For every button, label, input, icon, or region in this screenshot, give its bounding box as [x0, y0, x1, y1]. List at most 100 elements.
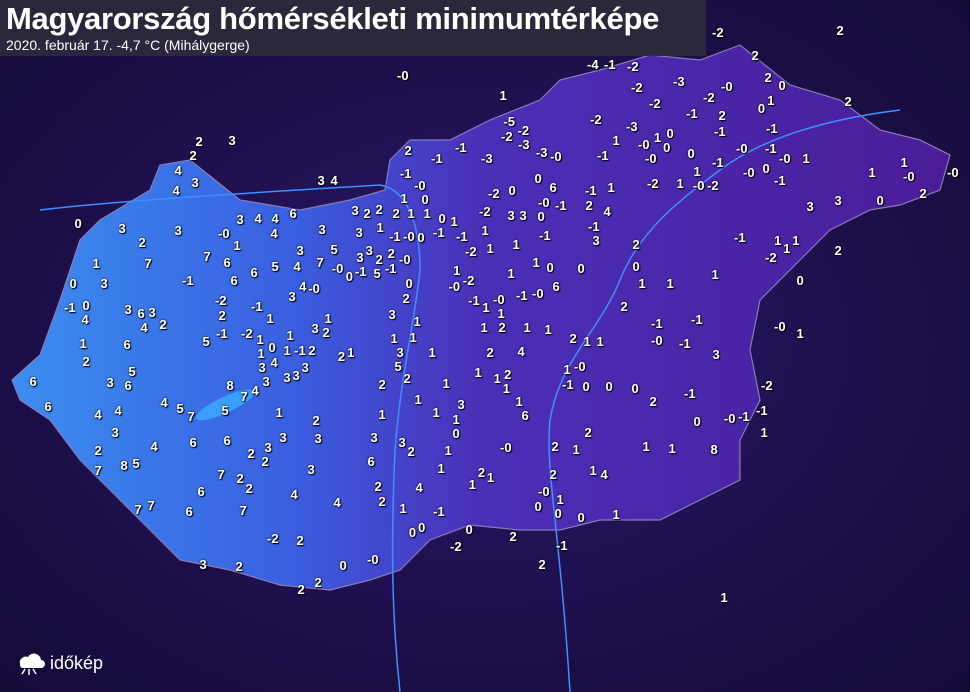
- temperature-label: 1: [596, 333, 604, 349]
- temperature-label: 1: [481, 222, 489, 238]
- temperature-label: 1: [400, 191, 408, 207]
- temperature-label: 0: [268, 339, 276, 355]
- temperature-label: 4: [517, 343, 525, 359]
- temperature-label: 4: [270, 225, 278, 241]
- temperature-label: 1: [266, 310, 274, 326]
- temperature-label: 1: [442, 375, 450, 391]
- temperature-label: 2: [378, 376, 386, 392]
- temperature-label: 8: [226, 377, 234, 393]
- temperature-label: -1: [539, 227, 551, 243]
- temperature-label: 6: [549, 180, 557, 196]
- temperature-label: 7: [239, 502, 247, 518]
- temperature-label: 1: [638, 275, 646, 291]
- temperature-label: 3: [355, 224, 363, 240]
- temperature-label: -2: [450, 538, 462, 554]
- temperature-label: 3: [296, 242, 304, 258]
- temperature-label: 2: [569, 330, 577, 346]
- temperature-label: 3: [258, 360, 266, 376]
- temperature-label: -0: [743, 164, 755, 180]
- temperature-label: 3: [279, 429, 287, 445]
- temperature-label: 1: [760, 424, 768, 440]
- temperature-label: 2: [620, 298, 628, 314]
- temperature-label: -1: [294, 342, 306, 358]
- temperature-label: 4: [174, 162, 182, 178]
- temperature-label: 6: [223, 254, 231, 270]
- temperature-label: 2: [314, 574, 322, 590]
- temperature-label: 0: [69, 275, 77, 291]
- temperature-label: -0: [947, 164, 959, 180]
- temperature-label: 6: [521, 408, 529, 424]
- temperature-label: -0: [692, 177, 705, 193]
- temperature-label: -3: [673, 73, 685, 89]
- temperature-label: 1: [423, 205, 431, 221]
- temperature-label: 4: [333, 494, 341, 510]
- temperature-label: -1: [399, 165, 412, 181]
- temperature-label: 2: [486, 344, 494, 360]
- temperature-label: 0: [408, 524, 417, 540]
- temperature-label: 1: [256, 332, 264, 348]
- temperature-label: -2: [241, 325, 253, 341]
- temperature-label: 1: [413, 313, 421, 329]
- temperature-label: 0: [577, 260, 585, 276]
- temperature-label: 2: [138, 234, 146, 250]
- temperature-label: 4: [114, 402, 122, 418]
- temperature-label: 1: [286, 327, 294, 343]
- temperature-label: 4: [271, 210, 279, 226]
- temperature-label: 1: [486, 469, 495, 485]
- temperature-label: 2: [94, 442, 102, 458]
- temperature-label: 0: [82, 297, 90, 313]
- temperature-label: 1: [802, 150, 810, 166]
- temperature-label: 1: [676, 175, 684, 191]
- temperature-label: -2: [712, 24, 724, 40]
- temperature-label: 1: [399, 500, 407, 516]
- temperature-label: -0: [218, 225, 230, 241]
- temperature-label: 1: [499, 87, 507, 103]
- temperature-label: 6: [44, 398, 52, 414]
- temperature-label: -0: [574, 358, 586, 374]
- temperature-label: 2: [308, 342, 316, 358]
- temperature-label: -2: [765, 249, 777, 265]
- temperature-label: 0: [452, 426, 460, 442]
- hungary-area: [11, 44, 951, 591]
- temperature-label: 7: [144, 255, 152, 271]
- temperature-label: 2: [404, 142, 412, 158]
- temperature-label: 2: [322, 325, 330, 341]
- temperature-label: 4: [293, 258, 301, 274]
- temperature-label: 2: [195, 133, 203, 149]
- temperature-label: -2: [590, 111, 602, 127]
- temperature-label: -0: [550, 148, 562, 164]
- temperature-label: 7: [147, 497, 155, 513]
- temperature-label: 3: [264, 439, 272, 455]
- temperature-label: -0: [399, 251, 411, 267]
- temperature-label: -1: [556, 537, 568, 553]
- temperature-label: -1: [684, 385, 696, 401]
- temperature-label: 6: [250, 264, 258, 280]
- temperature-label: 3: [356, 249, 364, 265]
- logo-text: időkép: [50, 652, 104, 673]
- temperature-label: 1: [233, 237, 241, 253]
- temperature-label: -0: [367, 551, 379, 567]
- temperature-label: -5: [503, 114, 515, 130]
- temperature-label: 0: [666, 125, 674, 141]
- temperature-label: -1: [585, 183, 597, 199]
- temperature-label: 1: [900, 154, 908, 170]
- temperature-label: 6: [137, 305, 145, 321]
- temperature-label: 1: [468, 476, 476, 492]
- temperature-label: 8: [120, 457, 128, 473]
- idokep-logo[interactable]: időkép: [16, 650, 103, 676]
- temperature-label: 6: [29, 373, 37, 389]
- temperature-label: 4: [330, 172, 338, 188]
- temperature-label: 2: [844, 93, 852, 109]
- temperature-label: 2: [407, 443, 415, 459]
- temperature-label: -1: [433, 224, 445, 240]
- temperature-label: -1: [734, 229, 746, 245]
- temperature-label: 1: [507, 265, 515, 281]
- temperature-label: 1: [668, 440, 676, 456]
- temperature-label: -2: [465, 243, 477, 259]
- temperature-label: 1: [544, 321, 552, 337]
- temperature-label: 1: [711, 266, 719, 282]
- temperature-label: 5: [373, 266, 381, 282]
- temperature-label: 0: [757, 100, 766, 116]
- temperature-label: 3: [317, 172, 325, 188]
- temperature-label: 7: [217, 466, 225, 482]
